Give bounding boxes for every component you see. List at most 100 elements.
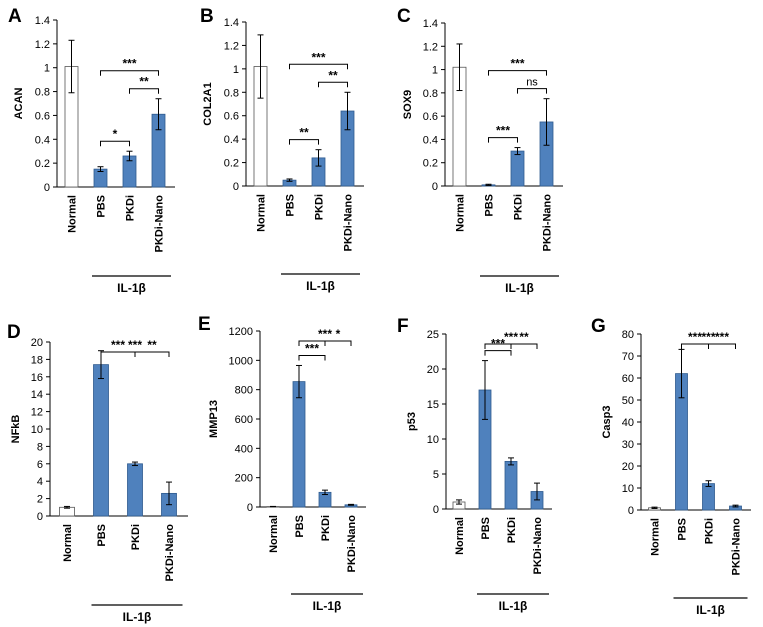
y-tick-label: 4 — [37, 476, 43, 488]
y-tick-label: 1.2 — [35, 39, 50, 51]
panel-c: C 0 0.2 0.4 0.6 0.8 1 1.2 1.4 SOX9 Normal PBS PKDi PK… — [397, 6, 563, 295]
x-tick-label: Normal — [67, 195, 79, 233]
y-tick-label: 1 — [432, 65, 438, 77]
significance-label: *** — [111, 338, 125, 352]
y-tick-label: 30 — [622, 439, 634, 451]
x-tick-label: PKDi — [506, 517, 518, 543]
y-tick-label: 1200 — [229, 326, 253, 338]
significance-bracket — [681, 343, 736, 349]
y-tick-label: 0 — [432, 181, 438, 193]
group-label: IL-1β — [117, 281, 146, 295]
panel-letter: E — [198, 314, 211, 335]
group-label: IL-1β — [499, 599, 528, 613]
significance-bracket — [488, 70, 547, 76]
significance-bracket — [100, 140, 130, 147]
y-axis-label: p53 — [406, 412, 418, 431]
x-tick-label: PBS — [96, 195, 108, 218]
x-tick-label: PKDi-Nano — [731, 518, 743, 576]
y-tick-label: 0.4 — [224, 134, 239, 146]
y-tick-label: 80 — [622, 329, 634, 341]
panel-d: D 0 2 4 6 8 10 12 14 16 18 20 NFkB Normal PBS PKDi PKDi-… — [7, 322, 188, 624]
x-tick-label: PKDi — [320, 515, 332, 541]
x-tick-label: PKDi — [704, 518, 716, 544]
significance-bracket — [100, 70, 159, 76]
significance-label: *** — [504, 330, 518, 344]
x-tick-label: Normal — [454, 517, 466, 555]
y-tick-label: 0.2 — [423, 158, 438, 170]
significance-bracket — [708, 343, 736, 349]
y-tick-label: 0.4 — [423, 134, 438, 146]
significance-bracket — [517, 88, 547, 94]
y-tick-label: 25 — [427, 329, 439, 341]
x-tick-label: Normal — [650, 518, 662, 556]
x-tick-label: Normal — [268, 515, 280, 553]
y-tick-label: 0 — [433, 504, 439, 516]
y-tick-label: 5 — [433, 469, 439, 481]
significance-label: *** — [311, 50, 325, 64]
significance-label: ns — [526, 77, 538, 89]
y-tick-label: 200 — [235, 473, 253, 485]
y-tick-label: 20 — [622, 461, 634, 473]
x-tick-label: PBS — [96, 524, 108, 547]
panel-g: G 0 10 20 30 40 50 60 70 80 Casp3 Normal PBS PKDi PKDi… — [591, 316, 751, 617]
panel-a: A 0 0.2 0.4 0.6 0.8 1 1.2 1.4 ACAN Normal PBS PKDi PK… — [8, 6, 175, 295]
significance-bracket — [289, 63, 348, 70]
panel-b: B 0 0.2 0.4 0.6 0.8 1 1.2 1.4 COL2A1 Normal PBS PKDi… — [200, 6, 364, 293]
group-label: IL-1β — [123, 610, 152, 624]
panel-letter: B — [200, 6, 214, 27]
y-tick-label: 0 — [233, 181, 239, 193]
significance-label: *** — [305, 341, 319, 355]
y-tick-label: 1.2 — [224, 40, 239, 52]
significance-bracket — [681, 343, 709, 349]
x-tick-label: PKDi-Nano — [154, 195, 166, 253]
panel-e: E 0 200 400 600 800 1000 1200 MMP13 Normal PBS PKDi… — [198, 314, 366, 613]
significance-label: * — [336, 327, 341, 341]
bar-pkdi — [127, 463, 143, 517]
y-tick-label: 0 — [44, 182, 50, 194]
y-tick-label: 1000 — [229, 355, 253, 367]
significance-bracket — [289, 139, 319, 145]
bar-pkdi — [504, 460, 518, 510]
significance-label: *** — [122, 57, 136, 71]
x-tick-label: PKDi — [314, 194, 326, 220]
panel-f: F 0 5 10 15 20 25 p53 Normal PBS PKDi PKDi-Nano *** *… — [397, 316, 552, 613]
y-tick-label: 18 — [31, 354, 43, 366]
y-tick-label: 0.6 — [423, 111, 438, 123]
y-tick-label: 0.2 — [224, 158, 239, 170]
y-tick-label: 10 — [427, 434, 439, 446]
x-tick-label: PKDi — [125, 195, 137, 221]
x-tick-label: PKDi — [130, 524, 142, 550]
y-tick-label: 6 — [37, 459, 43, 471]
significance-label: ** — [328, 68, 338, 82]
significance-label: ** — [299, 126, 309, 140]
significance-label: ** — [139, 75, 149, 89]
y-tick-label: 10 — [31, 424, 43, 436]
x-tick-label: PKDi — [513, 194, 525, 220]
y-tick-label: 600 — [235, 414, 253, 426]
y-tick-label: 60 — [622, 373, 634, 385]
y-tick-label: 50 — [622, 395, 634, 407]
panel-letter: C — [397, 6, 411, 27]
significance-label: *** — [496, 124, 510, 138]
significance-bracket — [484, 343, 538, 349]
x-tick-label: PKDi-Nano — [346, 515, 358, 573]
significance-label: *** — [318, 327, 332, 341]
y-axis-label: COL2A1 — [202, 82, 214, 125]
y-tick-label: 15 — [427, 399, 439, 411]
y-tick-label: 0 — [247, 502, 253, 514]
significance-label: *** — [688, 330, 702, 344]
y-tick-label: 1 — [44, 63, 50, 75]
y-tick-label: 0.6 — [35, 110, 50, 122]
y-axis-label: SOX9 — [402, 90, 414, 119]
bar-pbs — [292, 381, 306, 508]
y-tick-label: 40 — [622, 417, 634, 429]
significance-bracket — [488, 137, 518, 143]
y-tick-label: 1.4 — [224, 17, 239, 29]
y-tick-label: 400 — [235, 443, 253, 455]
y-tick-label: 16 — [31, 372, 43, 384]
x-tick-label: PKDi-Nano — [343, 194, 355, 252]
y-tick-label: 10 — [622, 483, 634, 495]
y-tick-label: 20 — [31, 337, 43, 349]
y-tick-label: 0.4 — [35, 134, 50, 146]
